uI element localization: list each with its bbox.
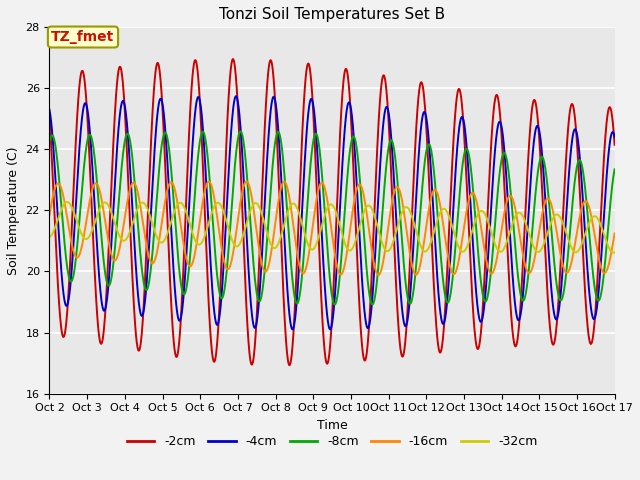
-8cm <box>45 139 53 145</box>
-4cm <box>287 322 294 328</box>
-16cm <box>611 230 618 236</box>
-8cm <box>539 155 547 161</box>
-4cm <box>232 93 240 99</box>
-32cm <box>610 250 618 255</box>
Line: -16cm: -16cm <box>49 181 614 275</box>
-8cm <box>237 129 244 134</box>
-8cm <box>611 167 618 172</box>
X-axis label: Time: Time <box>317 419 348 432</box>
-16cm <box>45 212 53 218</box>
-8cm <box>600 271 608 277</box>
-2cm <box>229 56 237 62</box>
Line: -8cm: -8cm <box>49 132 614 304</box>
-32cm <box>262 228 270 233</box>
-32cm <box>287 202 294 208</box>
-16cm <box>600 270 608 276</box>
-2cm <box>262 94 270 100</box>
-32cm <box>45 234 53 240</box>
Y-axis label: Soil Temperature (C): Soil Temperature (C) <box>7 146 20 275</box>
Legend: -2cm, -4cm, -8cm, -16cm, -32cm: -2cm, -4cm, -8cm, -16cm, -32cm <box>122 430 543 453</box>
-32cm <box>110 218 118 224</box>
-4cm <box>611 134 618 140</box>
-4cm <box>110 197 118 203</box>
Line: -4cm: -4cm <box>49 96 614 329</box>
-4cm <box>539 163 547 169</box>
-4cm <box>600 214 608 219</box>
-8cm <box>110 255 118 261</box>
-2cm <box>45 112 53 118</box>
-32cm <box>539 243 547 249</box>
-32cm <box>144 206 152 212</box>
-8cm <box>143 286 151 291</box>
-16cm <box>374 272 382 278</box>
-32cm <box>611 250 618 255</box>
-16cm <box>539 207 547 213</box>
-2cm <box>110 129 118 134</box>
-32cm <box>63 199 71 205</box>
-2cm <box>285 362 293 368</box>
-8cm <box>287 259 294 265</box>
-4cm <box>262 169 270 175</box>
Title: Tonzi Soil Temperatures Set B: Tonzi Soil Temperatures Set B <box>219 7 445 22</box>
-4cm <box>45 107 53 113</box>
-2cm <box>600 156 608 162</box>
Line: -2cm: -2cm <box>49 59 614 365</box>
-16cm <box>110 257 118 263</box>
-16cm <box>262 268 270 274</box>
-8cm <box>331 301 339 307</box>
-8cm <box>262 247 270 252</box>
-32cm <box>600 230 607 236</box>
-4cm <box>143 268 151 274</box>
-2cm <box>539 204 547 210</box>
Text: TZ_fmet: TZ_fmet <box>51 30 115 44</box>
-16cm <box>243 179 250 184</box>
-2cm <box>287 357 295 363</box>
-16cm <box>143 248 151 253</box>
Line: -32cm: -32cm <box>49 202 614 252</box>
-16cm <box>287 204 294 210</box>
-2cm <box>611 142 618 148</box>
-2cm <box>143 222 151 228</box>
-4cm <box>326 326 334 332</box>
